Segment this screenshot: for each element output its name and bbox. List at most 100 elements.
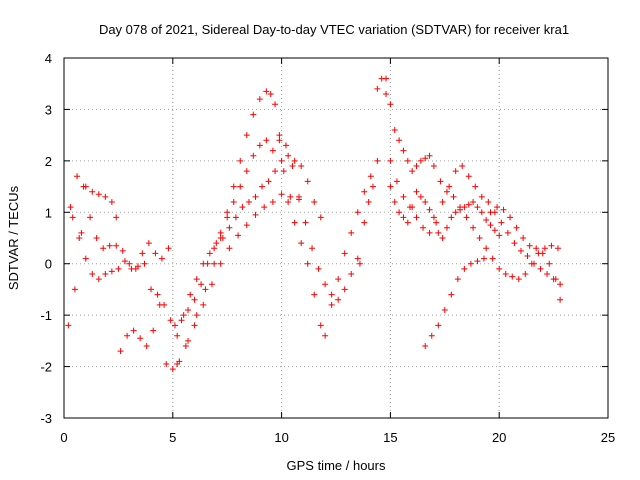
data-point	[276, 132, 283, 139]
data-point	[261, 204, 268, 211]
data-point	[328, 291, 335, 298]
data-point	[422, 343, 429, 349]
data-point	[361, 188, 368, 195]
series-trace-e	[383, 75, 561, 283]
data-point	[413, 188, 420, 195]
data-point	[243, 168, 250, 175]
data-point	[465, 201, 472, 208]
data-point	[291, 219, 298, 226]
data-point	[413, 214, 420, 221]
data-point	[317, 322, 324, 329]
data-point	[470, 224, 477, 231]
data-point	[487, 209, 494, 216]
data-point	[422, 199, 429, 205]
data-point	[78, 229, 85, 236]
data-point	[383, 91, 390, 97]
data-point	[311, 199, 318, 205]
data-point	[126, 260, 133, 267]
data-point	[256, 142, 263, 149]
data-point	[374, 157, 381, 164]
data-point	[296, 196, 303, 203]
data-point	[361, 219, 368, 226]
data-point	[191, 322, 198, 329]
data-point	[480, 255, 487, 262]
data-point	[137, 335, 144, 342]
data-point	[237, 157, 244, 164]
data-point	[483, 217, 490, 223]
data-point	[322, 281, 329, 288]
data-point	[113, 242, 120, 249]
data-point	[474, 204, 481, 211]
data-point	[291, 157, 298, 164]
data-point	[439, 235, 446, 241]
data-point	[74, 173, 81, 180]
data-point	[476, 235, 483, 241]
data-point	[211, 260, 218, 267]
data-point	[356, 260, 363, 267]
data-point	[113, 214, 120, 221]
data-point	[243, 132, 250, 139]
data-point	[548, 242, 555, 249]
data-point	[515, 276, 522, 283]
data-point	[280, 168, 287, 175]
data-point	[537, 265, 544, 272]
data-point	[387, 101, 394, 108]
data-point	[148, 286, 155, 293]
data-point	[152, 250, 159, 257]
data-point	[263, 88, 270, 95]
data-point	[200, 260, 207, 267]
chart-title: Day 078 of 2021, Sidereal Day-to-day VTE…	[99, 22, 569, 37]
data-point	[224, 214, 231, 221]
data-point	[161, 301, 168, 308]
data-point	[265, 178, 272, 185]
series-trace-h	[356, 75, 503, 267]
data-point	[430, 163, 437, 169]
data-point	[102, 193, 109, 200]
data-point	[393, 178, 400, 185]
data-point	[145, 240, 152, 247]
data-point	[243, 222, 250, 229]
y-tick-label: 3	[45, 102, 52, 117]
data-point	[278, 157, 285, 164]
data-point	[252, 193, 259, 200]
data-point	[217, 229, 224, 236]
data-point	[311, 291, 318, 298]
data-point	[341, 286, 348, 293]
data-point	[354, 209, 361, 216]
data-point	[426, 152, 433, 159]
data-point	[304, 260, 311, 267]
data-point	[174, 332, 181, 339]
data-point	[391, 199, 398, 205]
data-point	[263, 137, 270, 144]
data-point	[374, 85, 381, 92]
data-point	[472, 183, 479, 190]
data-point	[387, 183, 394, 190]
series-trace-b	[67, 137, 361, 329]
axis-ticks	[63, 57, 609, 419]
data-point	[417, 193, 424, 200]
data-point	[259, 183, 266, 190]
data-point	[459, 163, 466, 169]
data-point	[474, 258, 481, 265]
data-point	[76, 235, 83, 241]
series-trace-d	[174, 191, 303, 367]
data-point	[304, 178, 311, 185]
data-point	[237, 183, 244, 190]
data-point	[185, 307, 192, 313]
data-point	[276, 137, 283, 144]
data-point	[108, 268, 115, 275]
data-point	[452, 168, 459, 175]
data-point	[206, 250, 213, 257]
data-point	[208, 281, 215, 288]
data-point	[298, 163, 305, 169]
data-point	[524, 253, 531, 259]
y-tick-label: -2	[40, 360, 52, 375]
data-point	[489, 255, 496, 262]
data-point	[256, 96, 263, 103]
data-point	[400, 214, 407, 221]
data-point	[517, 247, 524, 254]
data-point	[235, 232, 242, 239]
data-point	[119, 247, 126, 254]
data-point	[502, 271, 509, 277]
